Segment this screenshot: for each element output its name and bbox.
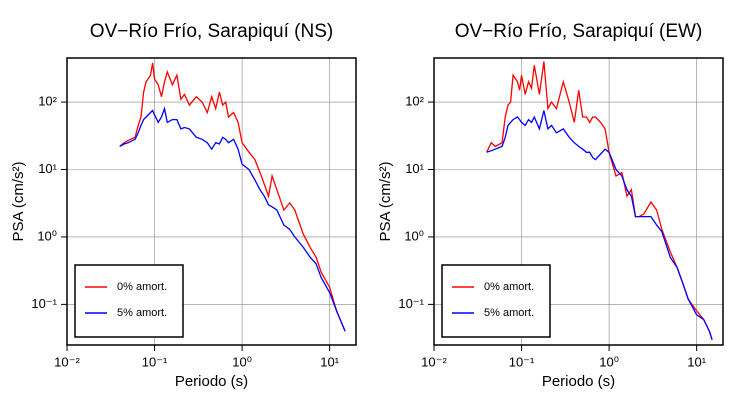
legend-label: 0% amort. — [484, 281, 534, 293]
x-tick-label: 10⁻¹ — [509, 354, 535, 369]
plot-frame — [66, 57, 357, 346]
y-tick-label: 10² — [38, 93, 57, 108]
x-axis-label: Periodo (s) — [175, 373, 248, 390]
legend-label: 5% amort. — [484, 307, 534, 319]
x-tick-label: 10¹ — [320, 354, 339, 369]
y-tick-label: 10¹ — [405, 161, 424, 176]
y-axis-label: PSA (cm/s²) — [10, 161, 27, 241]
y-tick-label: 10⁻¹ — [31, 296, 57, 311]
y-axis-label: PSA (cm/s²) — [377, 161, 394, 241]
x-axis-label: Periodo (s) — [542, 373, 615, 390]
x-tick-label: 10⁰ — [599, 354, 619, 369]
legend-label: 0% amort. — [117, 281, 167, 293]
x-tick-label: 10⁰ — [232, 354, 252, 369]
plot-frame — [433, 57, 724, 346]
y-tick-label: 10⁻¹ — [398, 296, 424, 311]
chart-title: OV−Río Frío, Sarapiquí (NS) — [90, 21, 333, 42]
y-tick-label: 10⁰ — [37, 228, 57, 243]
y-tick-label: 10⁰ — [404, 228, 424, 243]
series-line — [119, 106, 346, 332]
legend-label: 5% amort. — [117, 307, 167, 319]
y-tick-label: 10¹ — [38, 161, 57, 176]
legend-box — [74, 264, 184, 338]
legend-box — [441, 264, 551, 338]
y-tick-label: 10² — [405, 93, 424, 108]
series-line — [119, 62, 346, 332]
chart-title: OV−Río Frío, Sarapiquí (EW) — [455, 21, 703, 42]
x-tick-label: 10¹ — [687, 354, 706, 369]
series-line — [486, 61, 713, 340]
x-tick-label: 10⁻² — [421, 354, 447, 369]
x-tick-label: 10⁻¹ — [142, 354, 168, 369]
series-line — [486, 110, 713, 340]
x-tick-label: 10⁻² — [54, 354, 80, 369]
